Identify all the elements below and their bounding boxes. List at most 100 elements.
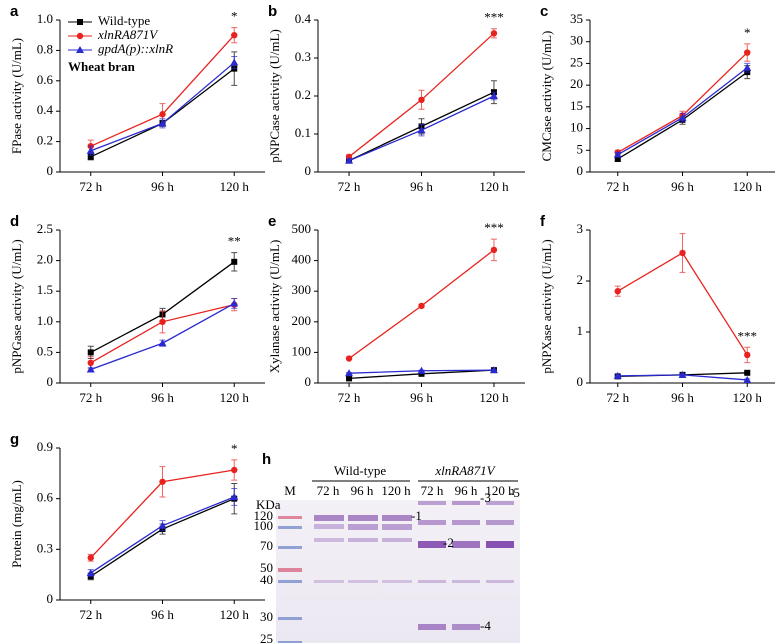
marker (418, 370, 425, 377)
x-tick-label: 72 h (79, 179, 102, 194)
marker (743, 375, 752, 383)
panel-label: e (268, 213, 276, 230)
marker (159, 478, 166, 485)
note: Wheat bran (68, 59, 136, 74)
series-line (90, 261, 235, 353)
group-label: Wild-type (334, 463, 386, 478)
y-tick-label: 2.5 (37, 221, 53, 236)
y-tick-label: 20 (570, 76, 583, 91)
y-tick-label: 0.2 (37, 133, 53, 148)
marker (489, 92, 498, 99)
significance: * (231, 441, 238, 456)
band-label: -1 (411, 508, 422, 523)
y-tick-label: 0.3 (37, 540, 53, 555)
marker-size: 25 (260, 631, 273, 643)
marker (678, 370, 687, 378)
y-tick-label: 2 (577, 272, 584, 287)
y-tick-label: 0 (305, 163, 312, 178)
marker (345, 355, 353, 362)
x-tick-label: 72 h (79, 390, 102, 405)
lane-label: M (284, 483, 296, 498)
marker (744, 351, 751, 359)
marker (86, 568, 95, 576)
chart-panel: f 0 1 2 3 72 h 96 h 120 h pNPXase activity (U/mL… (539, 213, 775, 405)
marker (76, 32, 84, 40)
marker (231, 258, 238, 265)
panel-label: d (10, 213, 19, 230)
y-tick-label: 0.5 (37, 343, 53, 358)
y-tick-label: 0 (577, 163, 584, 178)
x-tick-label: 96 h (151, 607, 174, 622)
marker (490, 246, 498, 254)
y-tick-label: 5 (577, 141, 584, 156)
series-line (90, 498, 235, 577)
lane-label: 96 h (351, 483, 374, 498)
x-tick-label: 72 h (606, 179, 629, 194)
marker (613, 150, 622, 158)
x-tick-label: 96 h (671, 179, 694, 194)
lane-label: 96 h (455, 483, 478, 498)
gel-panel: h Wild-type xlnRA871V M 72 h 96 h 120 h … (254, 451, 520, 643)
x-tick-label: 96 h (671, 390, 694, 405)
y-axis-label: pNPGase activity (U/mL) (9, 239, 24, 373)
x-tick-label: 96 h (151, 390, 174, 405)
marker (417, 126, 426, 134)
x-tick-label: 72 h (79, 607, 102, 622)
marker (86, 365, 95, 373)
marker (230, 492, 239, 500)
x-tick-label: 120 h (733, 179, 763, 194)
panel-label: f (540, 213, 546, 230)
marker (490, 30, 498, 37)
y-axis-label: FPase activity (U/mL) (9, 38, 24, 154)
y-tick-label: 0.4 (295, 11, 312, 26)
significance: ** (228, 234, 241, 249)
y-tick-label: 200 (292, 313, 312, 328)
y-tick-label: 0.9 (37, 439, 53, 454)
marker (744, 49, 751, 56)
band-label: -4 (480, 618, 491, 633)
y-tick-label: 1.0 (37, 11, 53, 26)
panel-label: g (10, 431, 19, 448)
legend-label: Wild-type (98, 13, 150, 28)
panel-label: b (268, 3, 277, 20)
marker (678, 113, 687, 121)
gel-bands (278, 501, 514, 643)
y-tick-label: 0 (47, 163, 54, 178)
y-tick-label: 0 (47, 591, 54, 606)
marker (87, 153, 94, 160)
y-tick-label: 30 (570, 33, 583, 48)
x-tick-label: 72 h (606, 390, 629, 405)
y-axis-label: pNPCase activity (U/mL) (267, 29, 282, 163)
y-tick-label: 1 (577, 323, 584, 338)
y-tick-label: 0 (577, 374, 584, 389)
marker (417, 366, 426, 374)
legend-label: gpdA(p)::xlnR (98, 41, 173, 56)
chart-panel: e 0 100 200 300 400 500 72 h 96 h 120 h Xylanase a… (267, 213, 525, 405)
x-tick-label: 72 h (338, 179, 361, 194)
x-tick-label: 96 h (151, 179, 174, 194)
y-tick-label: 15 (570, 98, 583, 113)
x-tick-label: 120 h (220, 390, 250, 405)
lane-label: 72 h (317, 483, 340, 498)
y-tick-label: 10 (570, 120, 583, 135)
y-tick-label: 0.2 (295, 87, 311, 102)
marker (230, 299, 239, 307)
x-tick-label: 120 h (220, 607, 250, 622)
marker (743, 63, 752, 71)
marker (158, 119, 167, 127)
significance: * (744, 25, 751, 40)
marker (159, 318, 166, 325)
y-tick-label: 0.4 (37, 102, 54, 117)
marker (345, 156, 354, 164)
x-tick-label: 96 h (410, 390, 433, 405)
marker-size: 70 (260, 538, 273, 553)
marker (77, 19, 83, 25)
band-label: -5 (509, 485, 520, 500)
y-tick-label: 300 (292, 282, 312, 297)
marker (159, 111, 166, 118)
y-tick-label: 1.5 (37, 282, 53, 297)
y-tick-label: 500 (292, 221, 312, 236)
significance: *** (738, 328, 758, 343)
marker (158, 339, 167, 347)
